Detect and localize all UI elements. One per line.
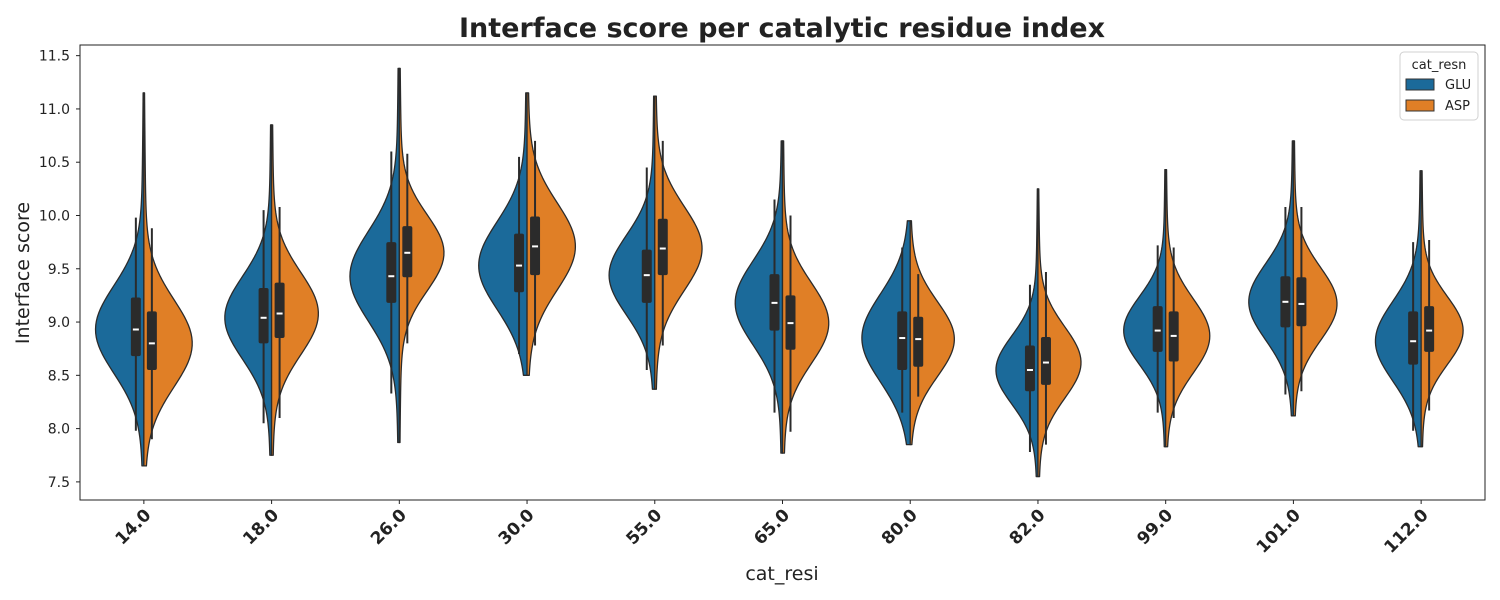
quartile-box-asp [913, 316, 924, 367]
legend-label-asp: ASP [1445, 99, 1470, 114]
legend-swatch-glu [1405, 78, 1435, 91]
x-tick-label: 82.0 [1006, 505, 1050, 549]
quartile-box-glu [258, 287, 269, 344]
violin-half-glu [608, 95, 656, 390]
quartile-box-asp [1296, 277, 1307, 327]
x-tick-label: 30.0 [495, 505, 539, 549]
x-tick-label: 112.0 [1381, 505, 1433, 557]
quartile-box-glu [897, 311, 908, 370]
violin-half-glu [478, 92, 528, 376]
violin-half-glu [349, 67, 400, 444]
y-tick-label: 11.0 [39, 102, 70, 118]
violin-half-asp [398, 67, 445, 444]
violin-half-glu [1248, 140, 1295, 417]
legend-title: cat_resn [1412, 58, 1467, 73]
violin-half-asp [526, 92, 577, 376]
violin-half-glu [1374, 170, 1422, 448]
quartile-box-asp [1424, 306, 1435, 352]
x-axis-ticks: 14.0 18.0 26.0 30.0 55.0 65.0 80.0 82.0 99.0 101.… [112, 500, 1433, 558]
x-tick-label: 14.0 [112, 505, 156, 549]
x-axis-label: cat_resi [745, 563, 818, 585]
x-tick-label: 80.0 [878, 505, 922, 549]
violin-half-glu [861, 220, 911, 446]
quartile-box-glu [1152, 306, 1163, 352]
violin-half-asp [654, 95, 703, 390]
y-tick-label: 11.5 [39, 49, 70, 65]
violin-half-glu [94, 92, 145, 467]
quartile-box-asp [402, 226, 413, 278]
violin-half-asp [143, 92, 193, 467]
quartile-box-glu [1024, 345, 1035, 392]
y-tick-label: 7.5 [48, 475, 70, 491]
violin-half-asp [270, 124, 319, 456]
quartile-box-glu [130, 297, 141, 357]
y-tick-label: 9.5 [48, 262, 70, 278]
violin-half-asp [1420, 170, 1464, 448]
violin-half-glu [995, 188, 1039, 478]
violin-half-asp [1165, 169, 1211, 448]
y-tick-label: 9.0 [48, 315, 70, 331]
violin-half-glu [1123, 169, 1167, 448]
legend: cat_resn GLU ASP [1399, 51, 1479, 121]
x-tick-label: 18.0 [239, 505, 283, 549]
y-tick-label: 10.0 [39, 208, 70, 224]
y-axis-ticks: 7.5 8.0 8.5 9.0 9.5 10.0 10.5 11.0 11.5 [39, 49, 80, 491]
legend-label-glu: GLU [1445, 78, 1471, 93]
y-tick-label: 8.0 [48, 422, 70, 438]
y-tick-label: 8.5 [48, 368, 70, 384]
box-inner-layer [130, 140, 1435, 453]
violin-half-asp [909, 220, 955, 446]
violin-half-asp [1292, 140, 1338, 417]
y-axis-label: Interface score [12, 202, 34, 344]
quartile-box-glu [386, 242, 397, 303]
quartile-box-glu [1408, 311, 1419, 365]
quartile-box-glu [641, 249, 652, 303]
quartile-box-asp [657, 218, 668, 276]
legend-swatch-asp [1405, 99, 1435, 112]
violin-half-glu [734, 140, 784, 454]
y-tick-label: 10.5 [39, 155, 70, 171]
quartile-box-asp [146, 311, 157, 370]
violin-series-layer [94, 67, 1464, 478]
quartile-box-glu [514, 233, 525, 293]
quartile-box-asp [274, 282, 285, 339]
chart-title: Interface score per catalytic residue in… [459, 13, 1105, 44]
x-tick-label: 55.0 [623, 505, 667, 549]
x-tick-label: 26.0 [367, 505, 411, 549]
quartile-box-asp [1040, 336, 1051, 385]
x-tick-label: 99.0 [1133, 505, 1177, 549]
x-tick-label: 65.0 [750, 505, 794, 549]
x-tick-label: 101.0 [1253, 505, 1305, 557]
